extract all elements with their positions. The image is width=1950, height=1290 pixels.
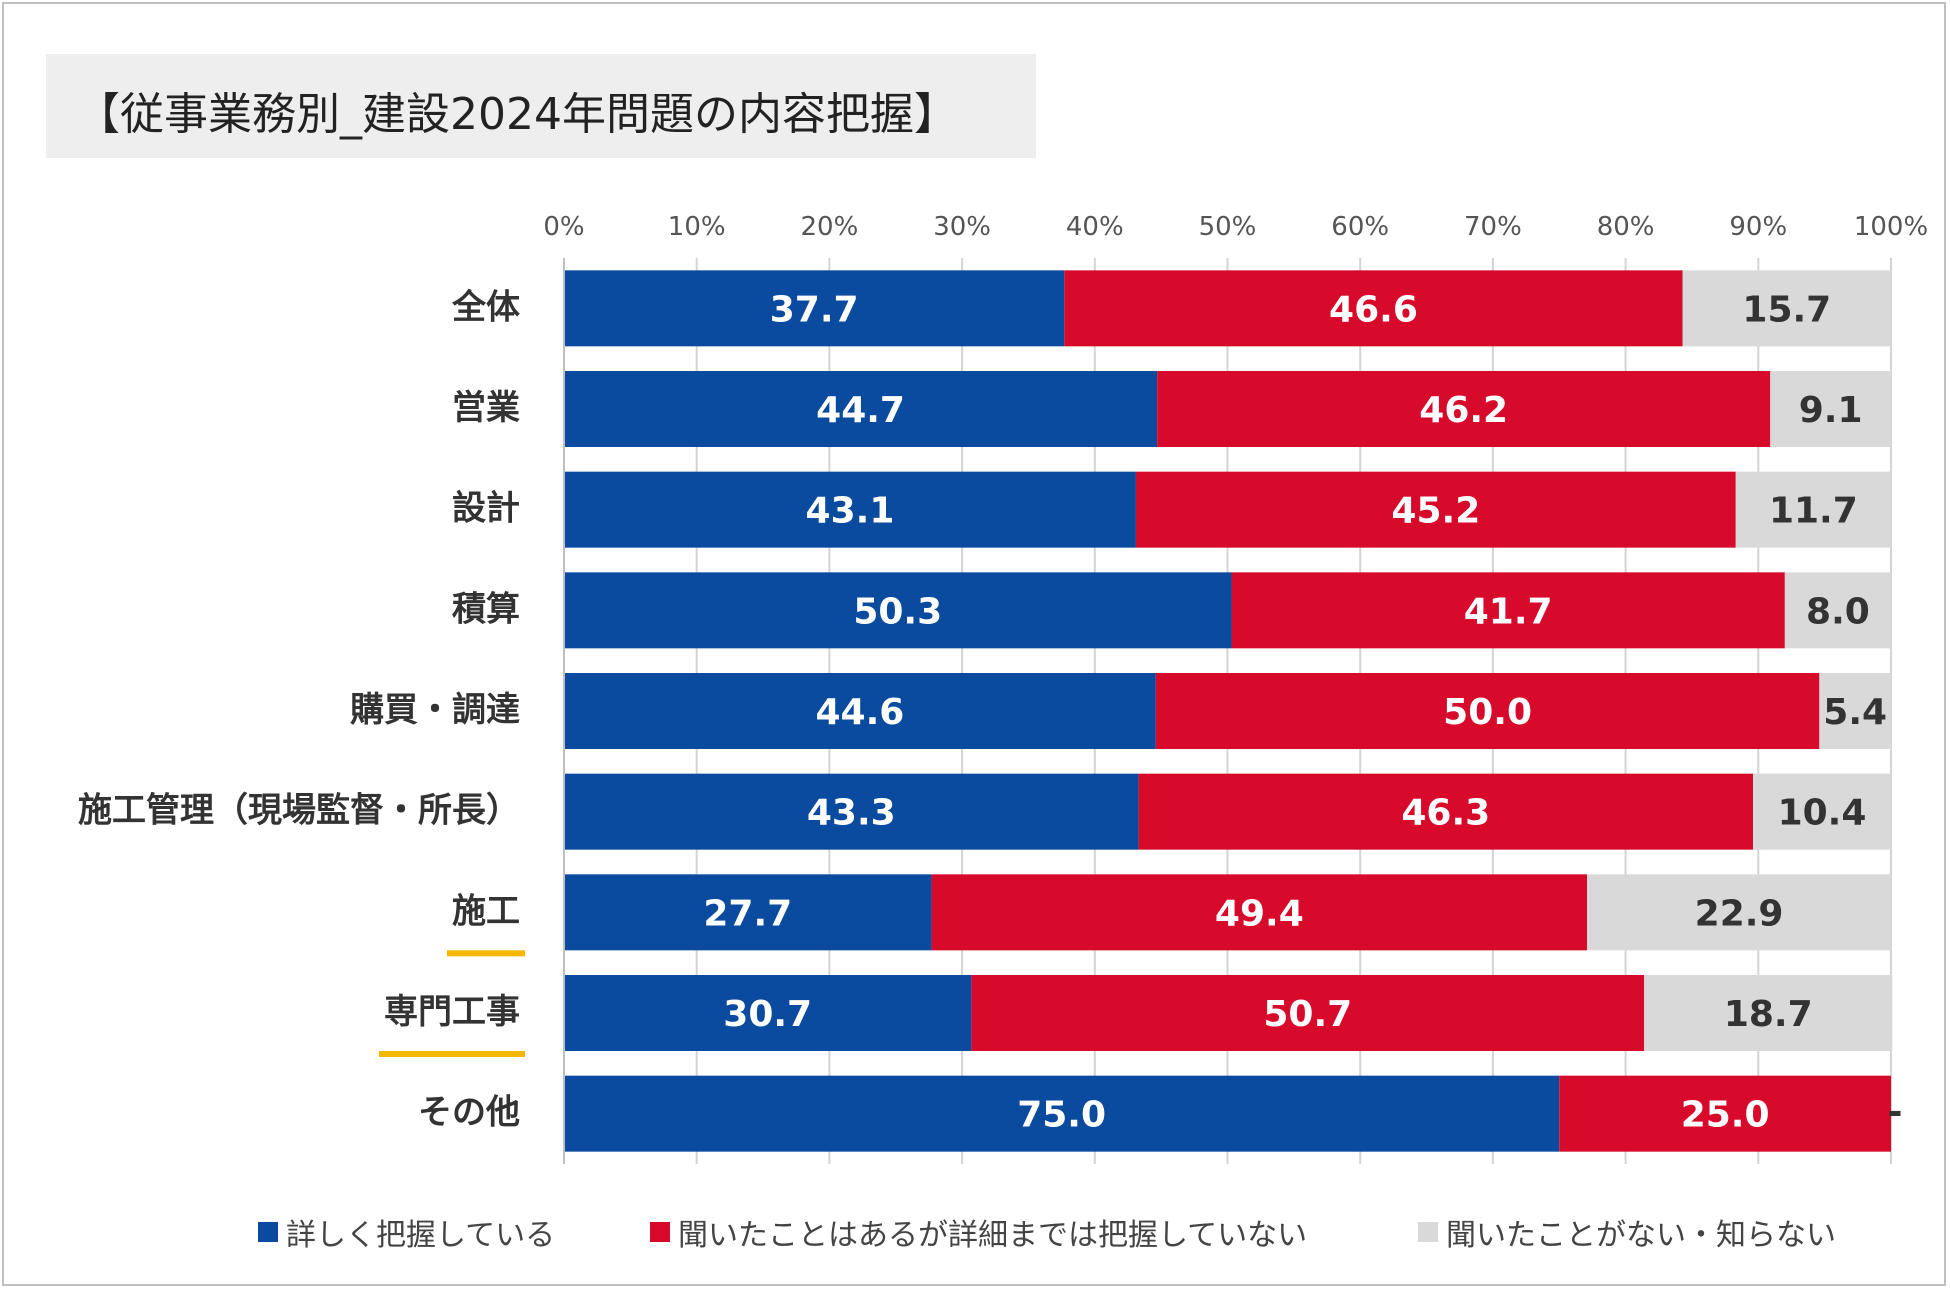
data-label: 50.0: [1443, 692, 1532, 733]
legend-item-0: 詳しく把握している: [258, 1210, 555, 1254]
bar-segment: [1752, 773, 1891, 850]
bar-segment: [1559, 1075, 1891, 1152]
legend-label-2: 聞いたことがない・知らない: [1446, 1218, 1836, 1253]
data-label: 46.2: [1419, 390, 1508, 431]
data-label: 25.0: [1681, 1095, 1770, 1136]
bar-segment: [564, 874, 932, 951]
data-label: 30.7: [723, 994, 812, 1035]
bar-segment: [1735, 471, 1891, 548]
data-label: 15.7: [1742, 289, 1831, 330]
data-label: 18.7: [1724, 994, 1813, 1035]
bar-segment: [1784, 572, 1891, 649]
x-tick-label: 50%: [1199, 212, 1257, 242]
bar-segment: [1157, 371, 1771, 447]
bar-segment: [931, 874, 1588, 951]
bar-segment: [564, 773, 1139, 850]
x-tick-label: 60%: [1331, 212, 1389, 242]
data-label: 50.3: [853, 591, 942, 632]
bar-segment: [564, 975, 972, 1051]
data-label: 22.9: [1695, 893, 1784, 934]
data-label: 46.3: [1401, 793, 1490, 834]
zero-marker: -: [1888, 1092, 1903, 1133]
title-box: 【従事業務別_建設2024年問題の内容把握】: [46, 54, 1036, 158]
bar-segment: [564, 572, 1232, 649]
legend-label-1: 聞いたことはあるが詳細までは把握していない: [678, 1218, 1308, 1253]
data-label: 9.1: [1799, 390, 1863, 431]
bar-segment: [1587, 874, 1891, 951]
bar-segment: [1064, 270, 1683, 347]
category-label: 施工管理（現場監督・所長）: [78, 791, 520, 831]
x-tick-label: 20%: [801, 212, 859, 242]
category-label: 全体: [451, 287, 520, 327]
data-label: 43.3: [807, 793, 896, 834]
category-label: 購買・調達: [350, 690, 520, 730]
category-label: その他: [418, 1093, 520, 1133]
data-label: 41.7: [1464, 591, 1553, 632]
bar-segment: [564, 270, 1065, 347]
x-tick-label: 30%: [933, 212, 991, 242]
category-label: 施工: [452, 891, 520, 931]
legend-label-0: 詳しく把握している: [286, 1218, 556, 1253]
bar-segment: [564, 1075, 1560, 1152]
bar-segment: [564, 471, 1136, 548]
x-tick-label: 70%: [1464, 212, 1522, 242]
bar-segment: [1135, 471, 1736, 548]
data-label: 27.7: [703, 893, 792, 934]
legend-swatch-0: [258, 1222, 278, 1242]
data-label: 44.6: [816, 692, 905, 733]
legend-swatch-1: [650, 1222, 670, 1242]
legend-swatch-2: [1418, 1222, 1438, 1242]
data-label: 75.0: [1017, 1095, 1106, 1136]
data-label: 37.7: [770, 289, 859, 330]
highlight-underline: [379, 1051, 525, 1057]
chart-title: 【従事業務別_建設2024年問題の内容把握】: [76, 89, 958, 140]
data-label: 10.4: [1778, 793, 1867, 834]
bar-segment: [1138, 773, 1753, 850]
category-label: 積算: [452, 589, 520, 629]
data-label: 8.0: [1806, 591, 1870, 632]
category-label: 設計: [452, 489, 520, 529]
x-tick-label: 40%: [1066, 212, 1124, 242]
bar-segment: [1819, 673, 1891, 749]
bar-segment: [564, 673, 1156, 749]
data-label: 43.1: [806, 491, 895, 532]
highlight-underline: [447, 950, 525, 957]
category-label: 専門工事: [384, 992, 520, 1032]
data-label: 5.4: [1823, 692, 1887, 733]
bar-segment: [1682, 270, 1891, 347]
data-label: 50.7: [1263, 994, 1352, 1035]
legend-item-1: 聞いたことはあるが詳細までは把握していない: [650, 1210, 1307, 1254]
legend-item-2: 聞いたことがない・知らない: [1418, 1210, 1836, 1254]
x-tick-label: 100%: [1854, 212, 1928, 242]
bar-segment: [1770, 371, 1891, 447]
category-label: 営業: [452, 388, 520, 428]
bar-segment: [1231, 572, 1785, 649]
bar-segment: [971, 975, 1645, 1051]
x-tick-label: 80%: [1597, 212, 1655, 242]
data-label: 49.4: [1215, 893, 1304, 934]
data-label: 46.6: [1329, 289, 1418, 330]
data-label: 11.7: [1769, 491, 1858, 532]
data-label: 45.2: [1391, 491, 1480, 532]
x-tick-label: 90%: [1729, 212, 1787, 242]
bar-segment: [564, 371, 1158, 447]
x-tick-label: 10%: [668, 212, 726, 242]
data-label: 44.7: [816, 390, 905, 431]
bar-segment: [1644, 975, 1893, 1051]
bar-segment: [1155, 673, 1820, 749]
x-tick-label: 0%: [543, 212, 584, 242]
